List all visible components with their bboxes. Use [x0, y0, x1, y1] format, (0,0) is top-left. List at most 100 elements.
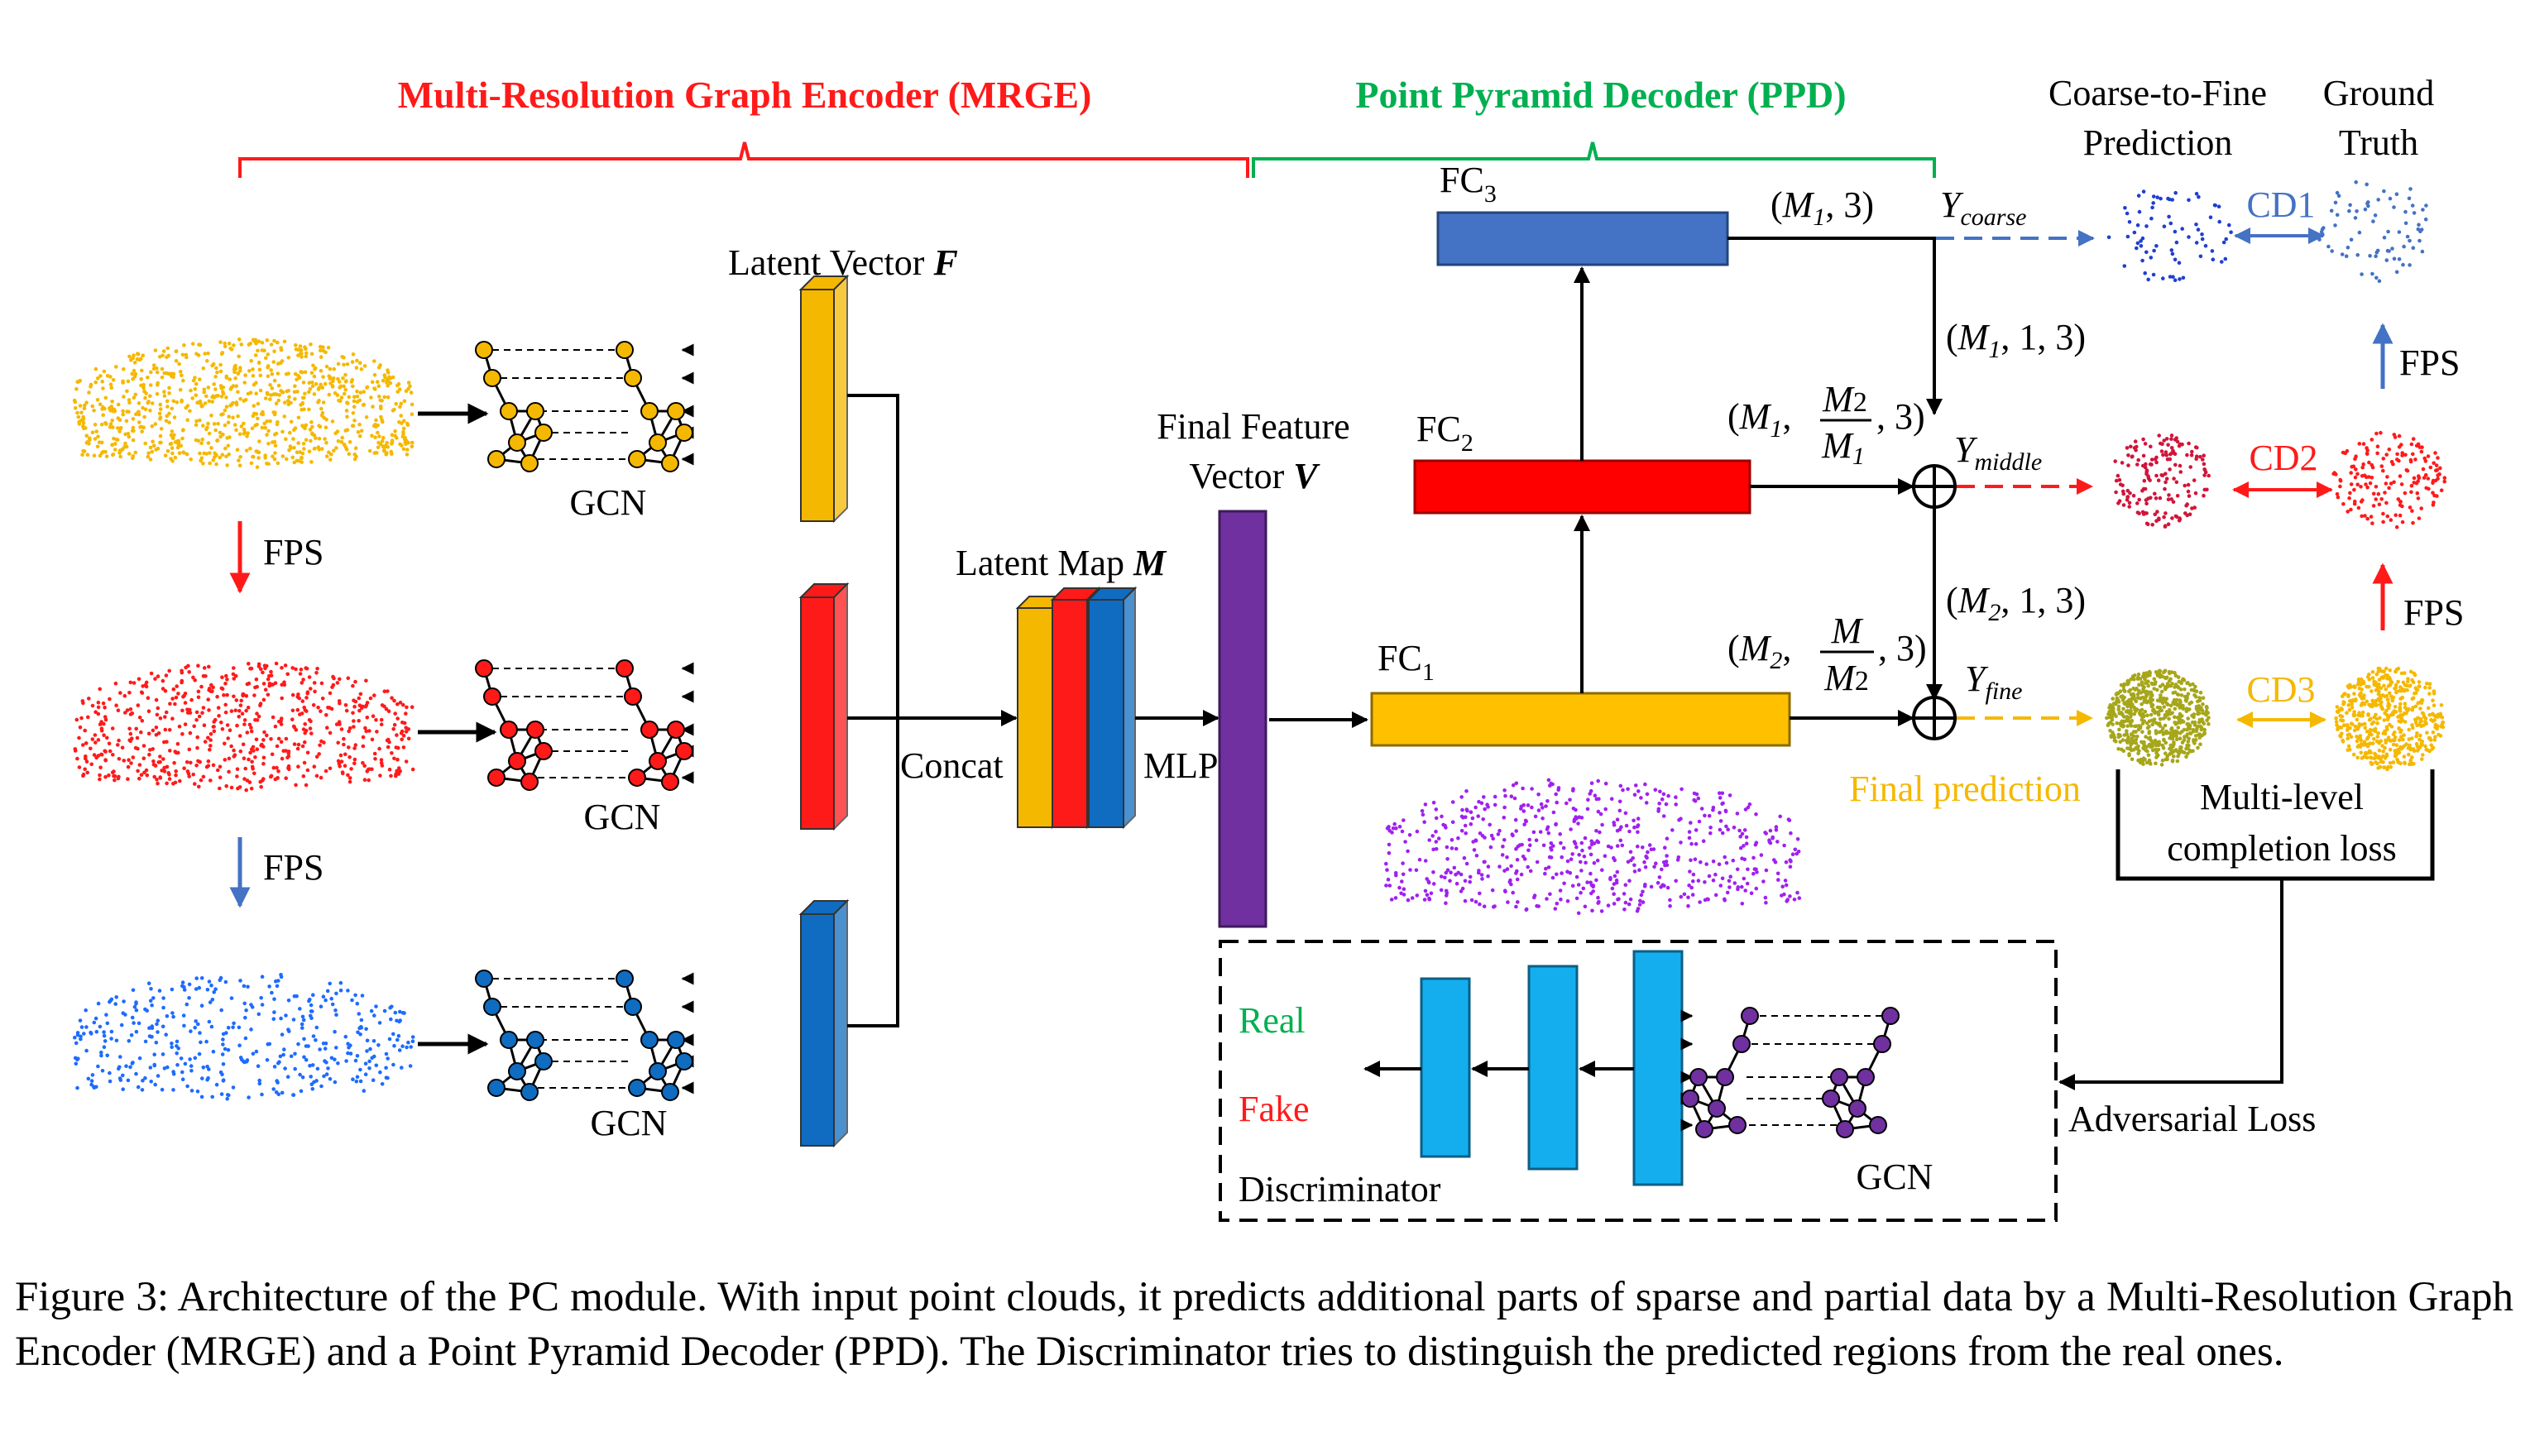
cloud-point [2393, 749, 2398, 753]
cloud-point [2386, 229, 2390, 234]
cloud-point [2164, 684, 2169, 688]
cloud-point [2128, 746, 2133, 750]
cloud-point [1401, 861, 1405, 865]
cloud-point [2360, 272, 2364, 276]
cloud-point [238, 396, 242, 401]
cloud-point [1510, 832, 1515, 836]
cloud-point [2164, 697, 2169, 701]
cloud-point [2154, 731, 2159, 735]
cloud-point [139, 377, 143, 381]
cloud-point [1618, 838, 1623, 843]
cloud-point [295, 377, 299, 382]
gcn-node [667, 721, 685, 739]
cloud-point [319, 414, 324, 418]
cloud-point [288, 430, 292, 435]
cloud-point [1589, 839, 1593, 844]
cloud-point [2168, 467, 2172, 472]
cloud-point [2174, 737, 2179, 741]
cloud-point [333, 1080, 338, 1085]
cloud-point [1755, 870, 1759, 874]
cloud-point [1647, 843, 1652, 847]
cloud-point [121, 1011, 126, 1015]
cloud-point [2163, 486, 2167, 491]
cloud-point [265, 390, 270, 395]
cloud-point [86, 715, 90, 720]
cloud-point [2194, 704, 2199, 709]
cloud-point [1624, 823, 1629, 828]
cloud-point [1543, 871, 1547, 876]
cloud-point [2394, 743, 2399, 747]
cloud-point [1400, 829, 1405, 834]
cloud-point [1478, 891, 1482, 896]
cloud-point [93, 1016, 98, 1021]
cloud-point [1468, 879, 1472, 884]
cloud-point [2379, 702, 2383, 706]
cloud-point [149, 987, 153, 991]
cloud-point [2367, 475, 2371, 479]
cloud-point [1459, 872, 1464, 877]
cloud-point [2387, 486, 2391, 491]
cloud-point [2400, 504, 2404, 509]
cloud-point [1464, 789, 1469, 793]
cloud-point [321, 345, 325, 350]
cloud-point [218, 775, 223, 779]
cloud-point [188, 711, 193, 715]
gcn-node [649, 1062, 667, 1080]
cloud-point [162, 1066, 167, 1070]
cloud-point [370, 433, 374, 438]
cloud-point [2110, 717, 2115, 722]
cloud-point [1615, 869, 1620, 874]
cloud-point [1609, 797, 1614, 801]
cloud-point [257, 1081, 262, 1086]
cloud-point [228, 404, 232, 408]
cloud-point [2160, 701, 2165, 705]
cloud-point [345, 414, 349, 419]
cloud-point [370, 380, 375, 385]
cloud-point [410, 1039, 415, 1043]
cloud-point [1431, 882, 1436, 886]
cloud-point [1732, 825, 1737, 830]
cloud-point [123, 441, 127, 446]
cloud-point [1723, 809, 1728, 814]
cloud-point [315, 1066, 320, 1071]
cloud-point [2402, 754, 2407, 759]
cloud-point [2120, 711, 2125, 716]
cloud-point [2369, 476, 2374, 480]
cloud-point [1478, 831, 1483, 836]
cloud-point [77, 735, 81, 740]
cloud-point [225, 1097, 230, 1101]
cloud-point [2335, 491, 2340, 496]
cloud-point [2169, 433, 2174, 438]
cloud-point [1674, 795, 1678, 799]
cloud-point [387, 767, 392, 772]
cloud-point [2415, 731, 2419, 735]
cloud-point [2160, 682, 2165, 687]
cloud-point [2159, 674, 2164, 679]
cloud-point [1406, 849, 1410, 854]
cloud-point [1782, 843, 1786, 848]
cloud-point [232, 677, 237, 681]
cloud-point [1506, 900, 1510, 904]
cloud-point [177, 451, 182, 455]
cloud-point [1519, 807, 1523, 811]
cloud-point [2166, 522, 2171, 526]
cloud-point [2172, 742, 2176, 746]
cloud-point [378, 1070, 382, 1075]
cloud-point [193, 386, 198, 391]
concat-label: Concat [900, 745, 1004, 786]
gcn-node [1830, 1068, 1848, 1086]
cloud-point [2400, 451, 2404, 455]
cloud-point [184, 665, 188, 670]
cloud-point [2168, 275, 2173, 279]
cloud-point [78, 1018, 83, 1023]
cloud-point [79, 1037, 83, 1042]
cloud-point [2385, 697, 2390, 702]
cloud-point [2435, 494, 2439, 498]
cloud-point [89, 1030, 93, 1035]
cloud-point [298, 450, 303, 454]
cloud-point [1598, 830, 1602, 835]
cloud-point [395, 702, 400, 706]
cloud-point [2144, 689, 2149, 694]
cloud-point [218, 340, 223, 344]
cloud-point [157, 411, 162, 416]
